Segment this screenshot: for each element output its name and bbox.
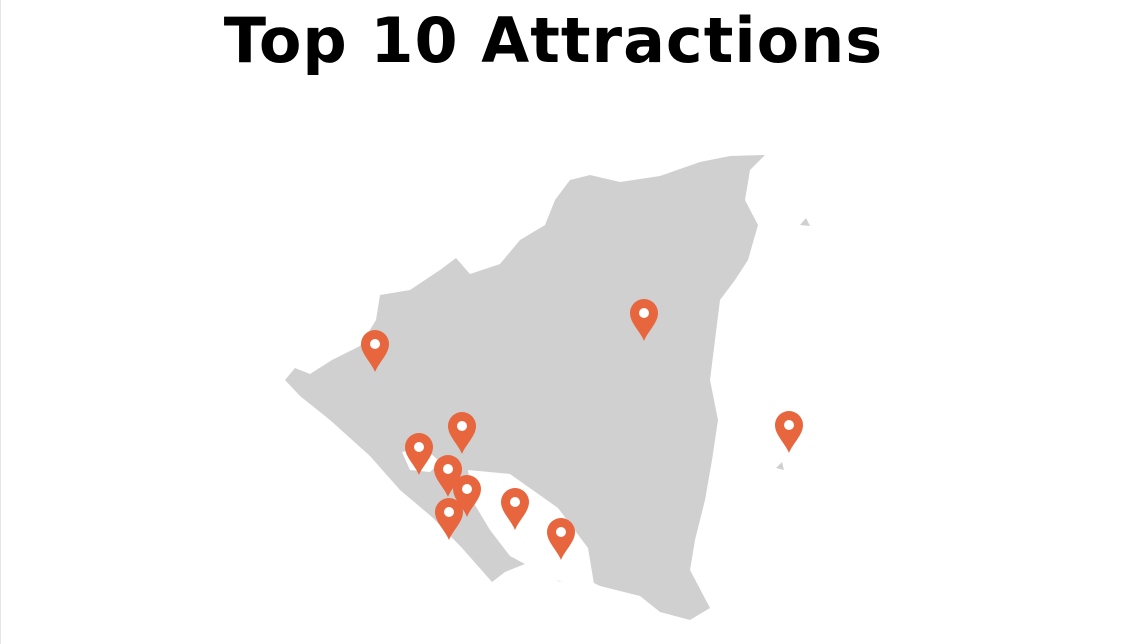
country-shape — [285, 155, 765, 620]
pin — [775, 411, 803, 453]
title: Top 10 Attractions — [223, 4, 884, 77]
island-shape — [800, 218, 810, 226]
lake-nicaragua — [468, 470, 594, 586]
island-shape — [776, 462, 784, 470]
